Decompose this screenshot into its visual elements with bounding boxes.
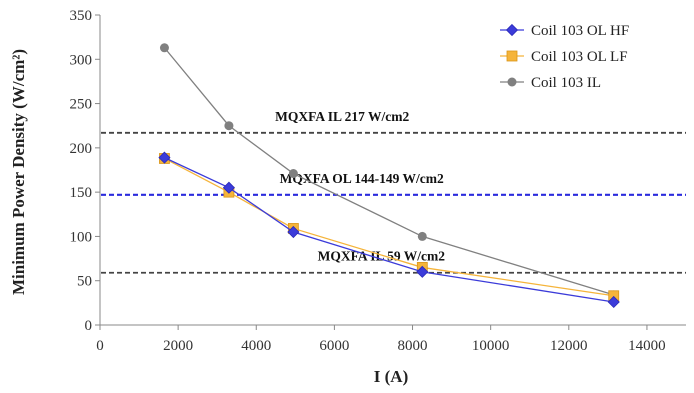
data-point-diamond	[287, 225, 300, 239]
series-layer	[158, 43, 620, 309]
x-tick-label: 10000	[472, 338, 510, 354]
data-point-diamond	[607, 295, 620, 309]
data-point-diamond	[416, 265, 429, 278]
x-tick-label: 2000	[163, 338, 193, 354]
x-tick-label: 14000	[628, 338, 666, 354]
series-diamond	[158, 151, 620, 309]
y-tick-label: 100	[70, 229, 93, 245]
x-tick-label: 0	[96, 338, 104, 354]
data-point-diamond	[222, 181, 235, 194]
y-tick-label: 150	[70, 185, 93, 201]
y-axis-title: Minimum Power Density (W/cm²)	[9, 49, 28, 295]
data-point-diamond	[505, 23, 519, 37]
data-point-circle	[288, 169, 298, 179]
y-tick-label: 0	[85, 318, 93, 334]
reference-line-label: MQXFA IL 217 W/cm2	[275, 109, 409, 124]
x-tick-label: 4000	[241, 338, 271, 354]
y-tick-label: 300	[70, 52, 93, 68]
x-tick-label: 8000	[398, 338, 428, 354]
data-point-circle	[224, 121, 234, 131]
reference-line-label: MQXFA OL 144-149 W/cm2	[280, 171, 444, 186]
data-point-circle	[159, 43, 169, 53]
axes-layer: 0 50 100 150 200 250 300 350 0 2000 4000 6000 8000 10…	[70, 8, 686, 354]
data-point-square	[506, 50, 518, 62]
legend: Coil 103 OL HF Coil 103 OL LF Coil 103 IL	[500, 23, 629, 91]
data-point-circle	[417, 231, 427, 241]
legend-label: Coil 103 OL LF	[531, 49, 628, 65]
legend-label: Coil 103 IL	[531, 75, 601, 91]
reference-lines-layer: MQXFA IL 217 W/cm2 MQXFA OL 144-149 W/cm2…	[101, 109, 686, 274]
data-point-diamond	[158, 151, 171, 164]
y-tick-label: 250	[70, 97, 93, 113]
y-tick-label: 200	[70, 141, 93, 157]
y-tick-label: 350	[70, 8, 93, 24]
x-tick-label: 6000	[319, 338, 349, 354]
y-tick-label: 50	[77, 274, 92, 290]
legend-label: Coil 103 OL HF	[531, 23, 629, 39]
data-point-circle	[507, 77, 517, 87]
x-axis-title: I (A)	[374, 367, 408, 386]
x-tick-label: 12000	[550, 338, 588, 354]
reference-line-label: MQXFA IL 59 W/cm2	[318, 249, 446, 264]
